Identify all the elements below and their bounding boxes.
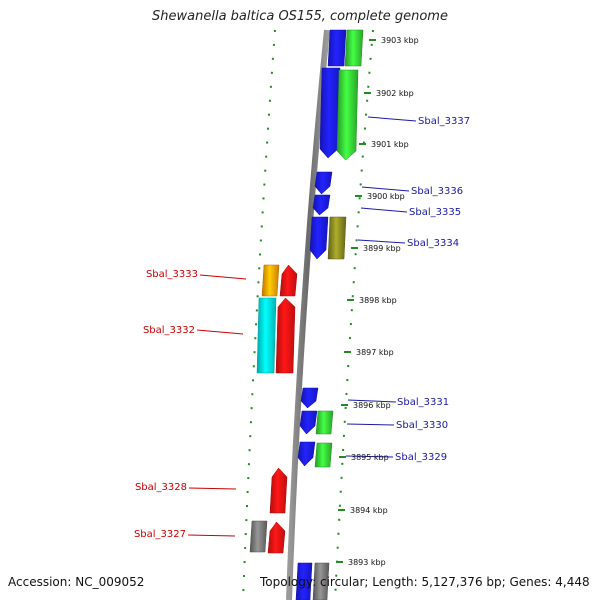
feature-sbal-3328[interactable] [269,467,288,514]
gene-label-sbal-3330[interactable]: Sbal_3330 [396,420,448,431]
gene-label-sbal-3333[interactable]: Sbal_3333 [146,269,198,280]
feature-sbal-3330-green[interactable] [315,410,334,435]
feature-sbal-3327-gray[interactable] [249,520,268,553]
scale-tick-label: 3897 kbp [356,348,394,357]
feature-sbal-3333-orange[interactable] [261,264,280,297]
label-leader-line [357,239,406,244]
gene-label-sbal-3329[interactable]: Sbal_3329 [395,452,447,463]
label-leader-line [347,399,397,403]
feature-sbal-3329-green[interactable] [314,442,333,468]
feature-sbal-3329-blue[interactable] [297,441,316,467]
label-leader-line [361,186,410,192]
label-leader-line [199,274,247,280]
gene-label-sbal-3336[interactable]: Sbal_3336 [411,186,463,197]
scale-tick-label: 3902 kbp [376,89,414,98]
genome-title: Shewanella baltica OS155, complete genom… [152,9,448,24]
label-leader-line [345,455,394,458]
label-leader-line [187,534,236,537]
feature-sbal-3333-red[interactable] [279,264,298,297]
label-leader-line [346,423,395,426]
accession-text: Accession: NC_009052 [8,575,145,589]
gene-label-sbal-3328[interactable]: Sbal_3328 [135,482,187,493]
feature-top-green[interactable] [344,29,364,67]
feature-sbal-3330-blue[interactable] [299,410,318,435]
scale-tick-label: 3898 kbp [359,296,397,305]
feature-sbal-3335[interactable] [312,194,331,216]
feature-sbal-3334-olive[interactable] [327,216,347,260]
label-leader-line [367,116,417,122]
gene-label-sbal-3327[interactable]: Sbal_3327 [134,529,186,540]
genome-backbone [286,29,330,600]
genome-summary-text: Topology: circular; Length: 5,127,376 bp… [260,575,590,589]
scale-tick-label: 3893 kbp [348,558,386,567]
feature-top-blue[interactable] [327,29,347,67]
scale-tick-label: 3896 kbp [353,401,391,410]
feature-sbal-3336[interactable] [314,171,333,195]
feature-sbal-3332-cyan[interactable] [256,297,277,374]
gene-label-sbal-3332[interactable]: Sbal_3332 [143,325,195,336]
scale-tick-label: 3901 kbp [371,140,409,149]
feature-bottom-blue[interactable] [295,562,313,600]
scale-tick-label: 3895 kbp [351,453,389,462]
label-leader-line [188,487,237,490]
feature-sbal-3327-red[interactable] [267,521,286,554]
feature-sbal-3337-blue[interactable] [319,67,341,159]
label-leader-line [360,207,408,213]
scale-tick-label: 3894 kbp [350,506,388,515]
gene-label-sbal-3331[interactable]: Sbal_3331 [397,397,449,408]
feature-sbal-3332-red[interactable] [275,297,296,374]
scale-tick-label: 3903 kbp [381,36,419,45]
scale-tick-label: 3899 kbp [363,244,401,253]
feature-sbal-3334-blue[interactable] [309,216,329,260]
gene-label-sbal-3335[interactable]: Sbal_3335 [409,207,461,218]
gene-label-sbal-3337[interactable]: Sbal_3337 [418,116,470,127]
feature-sbal-3331[interactable] [300,387,319,409]
feature-sbal-3337-green[interactable] [336,69,359,161]
scale-tick-label: 3900 kbp [367,192,405,201]
gene-label-sbal-3334[interactable]: Sbal_3334 [407,238,459,249]
label-leader-line [196,329,244,335]
feature-bottom-gray[interactable] [312,562,330,600]
